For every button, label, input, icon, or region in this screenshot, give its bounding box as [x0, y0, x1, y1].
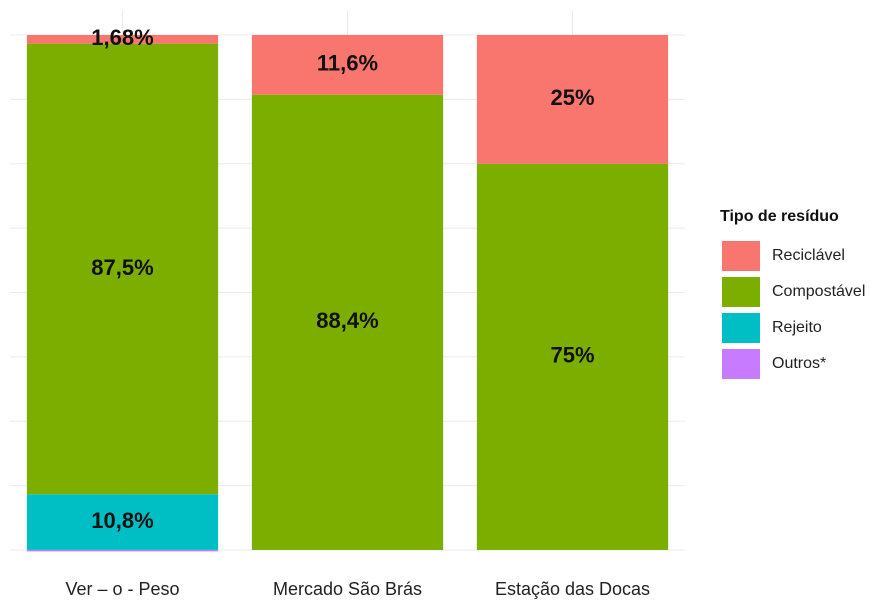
data-label: 25% [550, 85, 594, 110]
legend-label: Rejeito [772, 319, 822, 336]
legend-label: Reciclável [772, 247, 845, 264]
data-label: 1,68% [91, 25, 153, 50]
bar-segment [476, 163, 669, 550]
bar-segment [476, 35, 669, 164]
legend-label: Outros* [772, 355, 826, 372]
legend-swatch [722, 277, 760, 307]
data-label: 10,8% [91, 508, 153, 533]
data-label: 11,6% [317, 51, 378, 76]
bar-segment [251, 35, 444, 95]
legend-title: Tipo de resíduo [720, 208, 839, 225]
x-tick-label: Mercado São Brás [273, 579, 422, 599]
data-label: 87,5% [91, 255, 153, 280]
legend-swatch [722, 349, 760, 379]
data-label: 75% [550, 343, 594, 368]
legend-swatch [722, 313, 760, 343]
legend-label: Compostável [772, 283, 865, 300]
bar-segment [26, 494, 219, 550]
data-label: 88,4% [316, 308, 378, 333]
x-tick-label: Ver – o - Peso [65, 579, 179, 599]
legend-swatch [722, 241, 760, 271]
bar-segment [26, 549, 219, 552]
x-tick-label: Estação das Docas [495, 579, 650, 599]
bar-segment [26, 43, 219, 495]
bar-segment [26, 35, 219, 44]
bar-segment [251, 94, 444, 551]
